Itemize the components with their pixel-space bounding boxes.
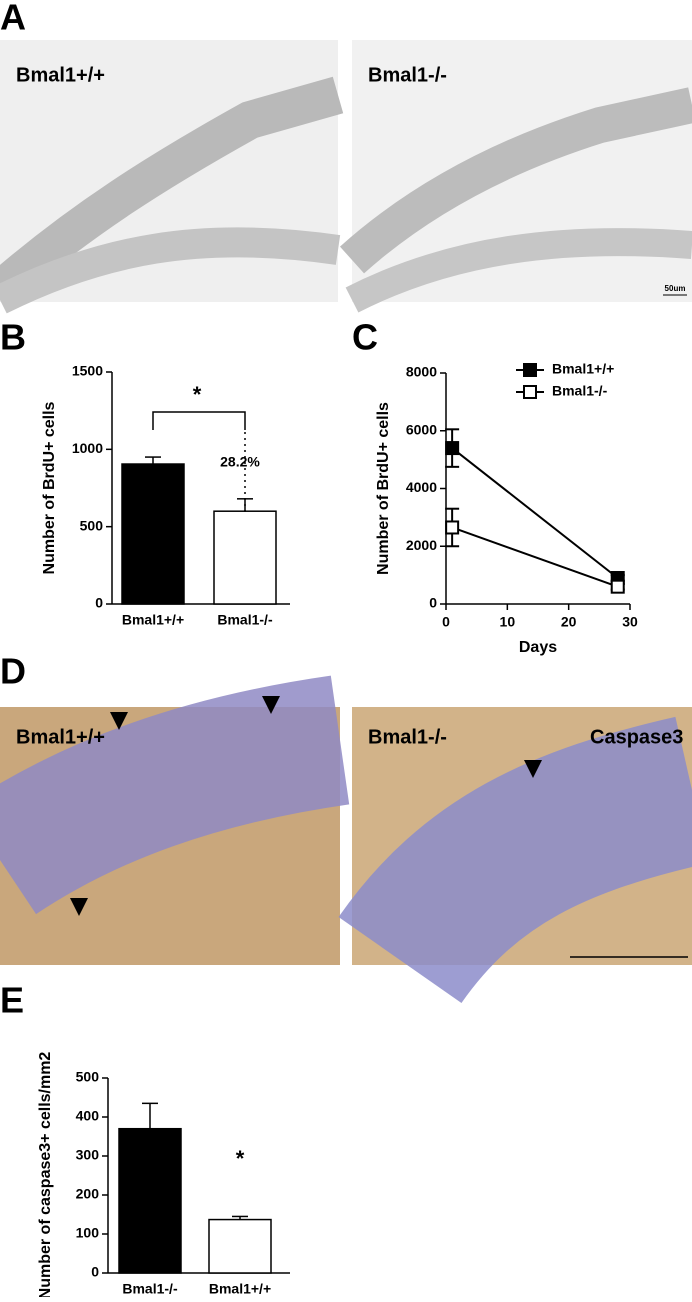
x-tick-label: Bmal1-/-	[217, 612, 273, 628]
annotation: *	[193, 382, 202, 407]
panel-label: B	[0, 317, 26, 358]
image-label: Bmal1-/-	[368, 64, 447, 86]
micrograph-d-right	[338, 707, 692, 1005]
y-axis-label: Number of caspase3+ cells/mm2	[37, 1052, 54, 1297]
y-tick-label: 400	[76, 1108, 100, 1124]
micrograph-d-left	[0, 675, 350, 965]
x-tick-label: 20	[561, 614, 577, 630]
annotation: *	[236, 1146, 245, 1171]
image-label: Bmal1+/+	[16, 726, 105, 748]
x-axis-label: Days	[519, 639, 557, 656]
series-line	[451, 526, 619, 588]
y-tick-label: 1000	[72, 440, 103, 456]
annotation: 28.2%	[220, 454, 260, 470]
image-label: Bmal1-/-	[368, 726, 447, 748]
panel-label: A	[0, 0, 26, 38]
panel-label: D	[0, 651, 26, 692]
image-label: Caspase3	[590, 726, 683, 748]
marker	[610, 579, 625, 594]
series-line	[451, 447, 619, 579]
legend-marker	[523, 385, 537, 399]
bar	[208, 1218, 272, 1274]
image-label: Bmal1+/+	[16, 64, 105, 86]
y-tick-label: 200	[76, 1186, 100, 1202]
y-tick-label: 300	[76, 1147, 100, 1163]
y-tick-label: 4000	[406, 479, 437, 495]
y-axis-label: Number of BrdU+ cells	[375, 402, 392, 575]
y-tick-label: 500	[80, 517, 104, 533]
x-tick-label: 10	[500, 614, 516, 630]
scale-label: 50um	[665, 284, 686, 293]
bar	[118, 1127, 182, 1274]
legend-marker	[523, 363, 537, 377]
y-tick-label: 0	[429, 595, 437, 611]
micrograph-a-right	[339, 40, 692, 313]
y-tick-label: 100	[76, 1225, 100, 1241]
micrograph-a-left	[0, 40, 344, 314]
y-axis-label: Number of BrdU+ cells	[41, 401, 58, 574]
x-tick-label: Bmal1+/+	[209, 1281, 271, 1297]
legend-label: Bmal1-/-	[552, 383, 608, 399]
panel-label: E	[0, 980, 24, 1021]
y-tick-label: 0	[95, 595, 103, 611]
y-tick-label: 6000	[406, 421, 437, 437]
x-tick-label: 0	[442, 614, 450, 630]
y-tick-label: 2000	[406, 537, 437, 553]
bar	[121, 463, 185, 605]
x-tick-label: 30	[622, 614, 638, 630]
legend-label: Bmal1+/+	[552, 361, 614, 377]
x-tick-label: Bmal1+/+	[122, 612, 184, 628]
marker	[445, 441, 460, 456]
y-tick-label: 8000	[406, 364, 437, 380]
x-tick-label: Bmal1-/-	[122, 1281, 178, 1297]
y-tick-label: 500	[76, 1069, 100, 1085]
y-tick-label: 0	[91, 1264, 99, 1280]
significance-bracket	[152, 411, 246, 430]
marker	[445, 520, 460, 535]
panel-label: C	[352, 317, 378, 358]
y-tick-label: 1500	[72, 363, 103, 379]
bar	[213, 510, 277, 605]
